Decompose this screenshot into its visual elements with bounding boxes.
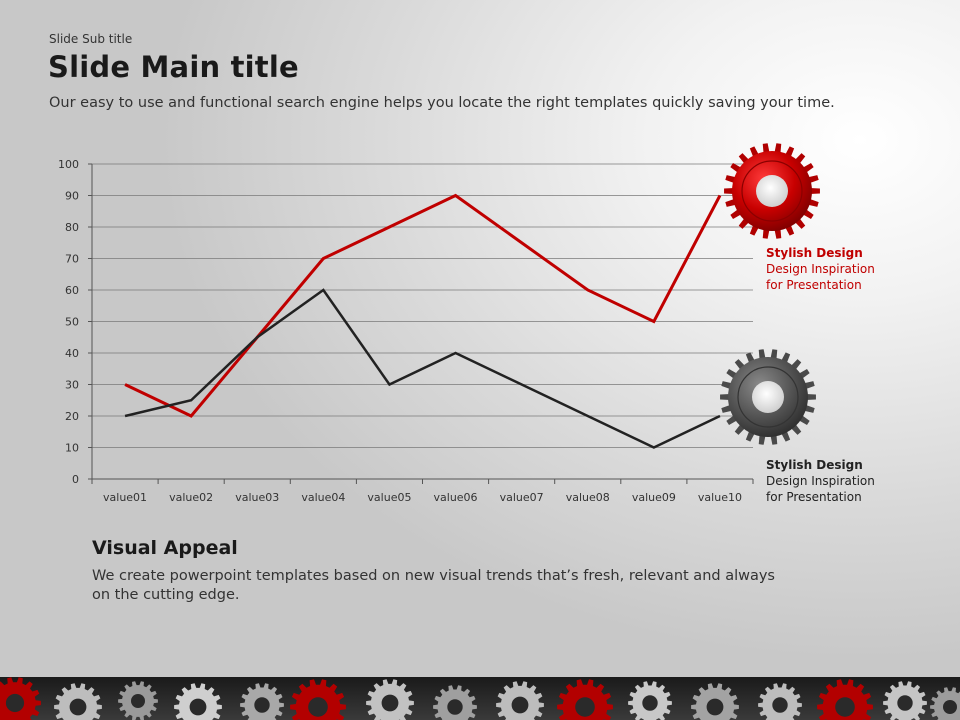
slide-sub-title: Slide Sub title	[49, 32, 133, 46]
x-tick-label: value05	[367, 491, 411, 504]
legend-red-line2: for Presentation	[766, 278, 862, 292]
red-gear-icon	[724, 143, 820, 239]
footer-gear-hole	[308, 697, 328, 717]
y-tick-label: 60	[65, 284, 79, 297]
y-tick-label: 40	[65, 347, 79, 360]
x-tick-label: value03	[235, 491, 279, 504]
y-tick-label: 20	[65, 410, 79, 423]
x-tick-label: value01	[103, 491, 147, 504]
footer-gear-hole	[69, 698, 87, 716]
legend-gray-title: Stylish Design	[766, 458, 863, 472]
visual-appeal-title: Visual Appeal	[92, 537, 238, 559]
visual-appeal-text: We create powerpoint templates based on …	[92, 568, 775, 603]
footer-gear-hole	[131, 694, 145, 708]
x-tick-label: value04	[301, 491, 345, 504]
chart-gridlines	[92, 163, 753, 448]
gray-gear-icon	[720, 349, 816, 445]
footer-gear-hole	[189, 698, 207, 716]
chart-tick-labels: 0 10 20 30 40 50 60 70 80 90 100 value01 value02 valu…	[58, 158, 742, 504]
footer-gear-hole	[447, 699, 463, 715]
footer-gear-hole	[897, 695, 913, 711]
x-tick-label: value09	[632, 491, 676, 504]
x-tick-label: value02	[169, 491, 213, 504]
y-tick-label: 90	[65, 190, 79, 203]
x-tick-label: value10	[698, 491, 742, 504]
y-tick-label: 70	[65, 253, 79, 266]
legend-red-title: Stylish Design	[766, 246, 863, 260]
series-line-2	[124, 288, 721, 449]
y-tick-label: 80	[65, 221, 79, 234]
legend-gray-line1: Design Inspiration	[766, 474, 875, 488]
footer-gear-hole	[381, 694, 399, 712]
footer-gear-hole	[943, 700, 957, 714]
x-tick-label: value06	[434, 491, 478, 504]
y-tick-label: 30	[65, 379, 79, 392]
footer-gear-hole	[835, 697, 855, 717]
slide-intro-text: Our easy to use and functional search en…	[49, 95, 835, 111]
x-tick-label: value08	[566, 491, 610, 504]
footer-gears-strip	[0, 677, 960, 720]
footer-gear-hole	[706, 698, 724, 716]
y-tick-label: 100	[58, 158, 79, 171]
footer-gear-hole	[511, 696, 529, 714]
y-tick-label: 50	[65, 316, 79, 329]
chart-axes	[88, 163, 754, 484]
footer-gear-hole	[254, 697, 270, 713]
chart-series	[124, 193, 722, 449]
series-line-1	[124, 193, 722, 418]
legend-gray-line2: for Presentation	[766, 490, 862, 504]
x-tick-label: value07	[500, 491, 544, 504]
legend-gray: Stylish Design Design Inspiration for Pr…	[766, 457, 875, 505]
legend-red: Stylish Design Design Inspiration for Pr…	[766, 245, 875, 293]
y-tick-label: 0	[72, 473, 79, 486]
legend-red-line1: Design Inspiration	[766, 262, 875, 276]
footer-gear-hole	[772, 697, 788, 713]
slide-main-title: Slide Main title	[48, 50, 299, 84]
footer-gear-hole	[642, 695, 658, 711]
footer-gear-hole	[5, 693, 25, 713]
y-tick-label: 10	[65, 442, 79, 455]
footer-gear-hole	[575, 697, 595, 717]
